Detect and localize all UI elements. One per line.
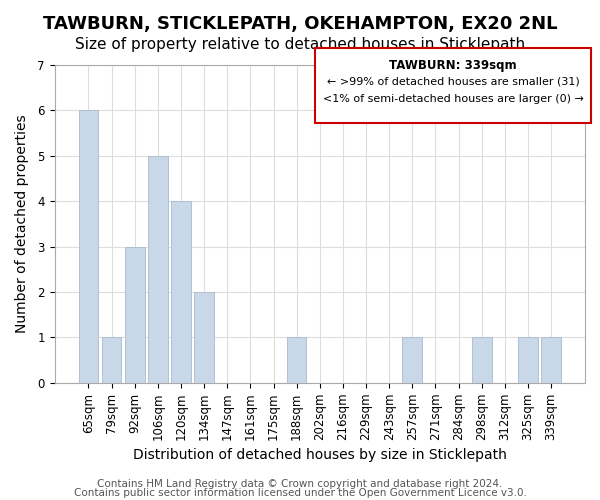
Text: Size of property relative to detached houses in Sticklepath: Size of property relative to detached ho…	[75, 38, 525, 52]
Bar	[194, 292, 214, 383]
Text: TAWBURN: 339sqm: TAWBURN: 339sqm	[389, 58, 517, 71]
Bar	[171, 201, 191, 383]
Bar	[472, 338, 491, 383]
Bar	[287, 338, 307, 383]
X-axis label: Distribution of detached houses by size in Sticklepath: Distribution of detached houses by size …	[133, 448, 507, 462]
Bar	[518, 338, 538, 383]
Bar	[125, 246, 145, 383]
Bar	[403, 338, 422, 383]
Y-axis label: Number of detached properties: Number of detached properties	[15, 114, 29, 333]
Text: <1% of semi-detached houses are larger (0) →: <1% of semi-detached houses are larger (…	[323, 94, 583, 104]
Bar	[541, 338, 561, 383]
Text: Contains public sector information licensed under the Open Government Licence v3: Contains public sector information licen…	[74, 488, 526, 498]
Text: ← >99% of detached houses are smaller (31): ← >99% of detached houses are smaller (3…	[326, 76, 580, 86]
Bar	[148, 156, 168, 383]
Text: TAWBURN, STICKLEPATH, OKEHAMPTON, EX20 2NL: TAWBURN, STICKLEPATH, OKEHAMPTON, EX20 2…	[43, 15, 557, 33]
Bar	[102, 338, 121, 383]
Bar	[79, 110, 98, 383]
Text: Contains HM Land Registry data © Crown copyright and database right 2024.: Contains HM Land Registry data © Crown c…	[97, 479, 503, 489]
